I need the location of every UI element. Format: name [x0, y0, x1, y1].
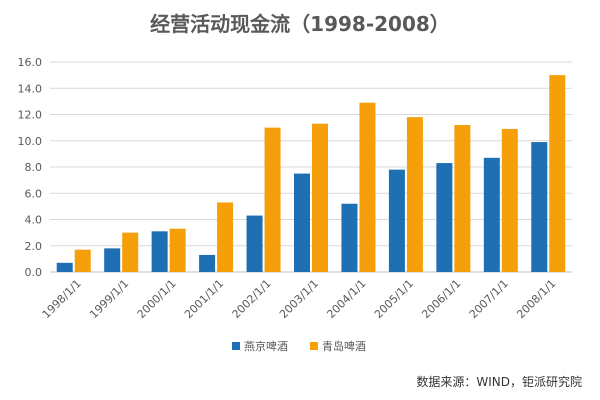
- bar-series-1-5: [294, 173, 310, 272]
- bar-series: [56, 75, 566, 272]
- bar-series-2-9: [501, 128, 518, 272]
- y-tick-label: 2.0: [25, 240, 43, 253]
- y-tick-label: 16.0: [18, 56, 43, 69]
- bar-series-1-8: [436, 163, 453, 272]
- chart-title: 经营活动现金流（1998-2008）: [150, 12, 450, 36]
- legend-label: 燕京啤酒: [244, 339, 288, 353]
- bar-series-2-6: [359, 102, 376, 272]
- y-tick-label: 10.0: [18, 135, 43, 148]
- x-tick-label: 2008/1/1: [514, 277, 558, 321]
- y-tick-label: 12.0: [18, 109, 43, 122]
- bar-series-2-0: [74, 249, 91, 272]
- x-tick-label: 2002/1/1: [230, 277, 274, 321]
- bar-series-1-7: [388, 169, 405, 272]
- x-tick-label: 2004/1/1: [324, 277, 368, 321]
- source-note: 数据来源：WIND，钜派研究院: [416, 375, 582, 389]
- x-tick-label: 2000/1/1: [135, 277, 179, 321]
- bar-series-2-7: [406, 117, 423, 272]
- bar-series-2-5: [312, 123, 328, 272]
- x-tick-label: 2003/1/1: [277, 277, 321, 321]
- legend: 燕京啤酒 青岛啤酒: [232, 339, 366, 353]
- y-tick-label: 8.0: [25, 161, 43, 174]
- x-tick-label: 2005/1/1: [372, 277, 416, 321]
- x-tick-label: 1998/1/1: [40, 277, 84, 321]
- legend-swatch: [232, 342, 240, 350]
- legend-label: 青岛啤酒: [322, 339, 366, 353]
- bar-series-2-10: [549, 75, 566, 272]
- legend-swatch: [310, 342, 318, 350]
- bar-series-1-3: [199, 254, 216, 272]
- x-tick-label: 2007/1/1: [467, 277, 511, 321]
- bar-series-1-2: [151, 231, 168, 272]
- bar-series-1-9: [483, 157, 500, 272]
- bar-series-2-2: [169, 228, 186, 272]
- bar-series-2-4: [264, 127, 281, 272]
- x-tick-label: 2006/1/1: [419, 277, 463, 321]
- y-axis-ticks: 0.0 2.0 4.0 6.0 8.0 10.0 12.0 14.0 16.0: [18, 56, 43, 279]
- y-tick-label: 4.0: [25, 214, 43, 227]
- y-tick-label: 0.0: [25, 266, 43, 279]
- bar-series-1-10: [531, 142, 548, 272]
- x-tick-label: 2001/1/1: [182, 277, 226, 321]
- bar-series-2-1: [122, 232, 139, 272]
- bar-series-2-8: [454, 125, 471, 272]
- bar-series-1-0: [56, 262, 73, 272]
- x-tick-label: 1999/1/1: [87, 277, 131, 321]
- bar-series-1-4: [246, 215, 263, 272]
- y-tick-label: 6.0: [25, 187, 43, 200]
- bar-series-1-1: [104, 248, 121, 272]
- bar-series-2-3: [217, 202, 234, 272]
- y-tick-label: 14.0: [18, 82, 43, 95]
- x-axis-ticks: 1998/1/1 1999/1/1 2000/1/1 2001/1/1 2002/1/1…: [40, 277, 559, 321]
- bar-series-1-6: [341, 203, 358, 272]
